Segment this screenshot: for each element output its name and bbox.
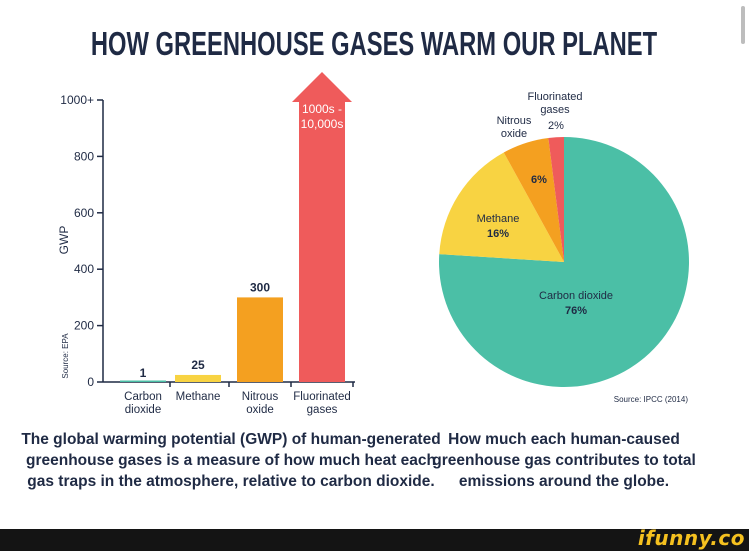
page-title: HOW GREENHOUSE GASES WARM OUR PLANET: [91, 26, 658, 63]
x-tick-label: oxide: [246, 404, 274, 416]
bar-2: [237, 297, 283, 382]
source-label: Source: EPA: [61, 333, 70, 379]
bar-chart-caption: greenhouse gases is a measure of how muc…: [26, 452, 436, 469]
pie-slice-value: 6%: [531, 174, 547, 186]
footer-bar: ifunny.co: [0, 526, 749, 551]
bar-value-label: 10,000s: [301, 117, 344, 131]
bar-1: [175, 374, 221, 382]
bar-0: [120, 380, 166, 382]
pie-outside-label: Nitrous: [497, 115, 532, 127]
pie-slice-value: 16%: [487, 228, 509, 240]
source-label: Source: IPCC (2014): [614, 395, 689, 404]
pie-slice-1: [439, 152, 564, 262]
pie-outside-label: oxide: [501, 128, 527, 140]
y-tick-label: 1000+: [60, 93, 94, 107]
bar-chart-caption: gas traps in the atmosphere, relative to…: [27, 473, 434, 490]
pie-slice-value: 76%: [565, 305, 587, 317]
pie-chart-caption: emissions around the globe.: [459, 473, 669, 490]
pie-outside-label: gases: [540, 104, 570, 116]
bar-value-label: 300: [250, 280, 270, 294]
y-tick-label: 200: [74, 319, 94, 333]
y-tick-label: 600: [74, 206, 94, 220]
pie-outside-label: Fluorinated: [527, 91, 582, 103]
x-tick-label: Methane: [176, 391, 221, 403]
y-tick-label: 400: [74, 262, 94, 276]
pie-slice-label: Methane: [477, 213, 520, 225]
pie-slice-0: [439, 137, 690, 387]
x-tick-label: Fluorinated: [293, 391, 351, 403]
y-tick-label: 0: [87, 375, 94, 389]
pie-chart: Carbon dioxide 76% Methane 16% 6% Fluorinated…: [432, 91, 696, 490]
bar-value-label: 25: [191, 358, 205, 372]
y-tick-label: 800: [74, 149, 94, 163]
scrollbar[interactable]: [741, 6, 745, 44]
watermark-logo: ifunny.co: [637, 526, 745, 550]
x-tick-label: dioxide: [125, 404, 161, 416]
pie-slice-3: [548, 137, 564, 262]
bar-chart-caption: The global warming potential (GWP) of hu…: [21, 431, 440, 448]
y-axis-label: GWP: [57, 226, 71, 255]
x-tick-label: Carbon: [124, 391, 162, 403]
pie-slice-label: Carbon dioxide: [539, 290, 613, 302]
pie-chart-caption: greenhouse gas contributes to total: [432, 452, 696, 469]
bar-value-label: 1: [140, 366, 147, 380]
bar-value-label: 1000s -: [302, 102, 342, 116]
bar-chart: 1000+ 800 600 400 200 0 GWP Source: EPA 1 Carbond…: [21, 72, 441, 490]
pie-outside-value: 2%: [548, 120, 564, 132]
x-tick-label: gases: [307, 404, 338, 416]
x-tick-label: Nitrous: [242, 391, 279, 403]
pie-slice-2: [503, 137, 564, 262]
bar-fluorinated-gases: [292, 72, 352, 382]
pie-chart-caption: How much each human-caused: [448, 431, 680, 448]
